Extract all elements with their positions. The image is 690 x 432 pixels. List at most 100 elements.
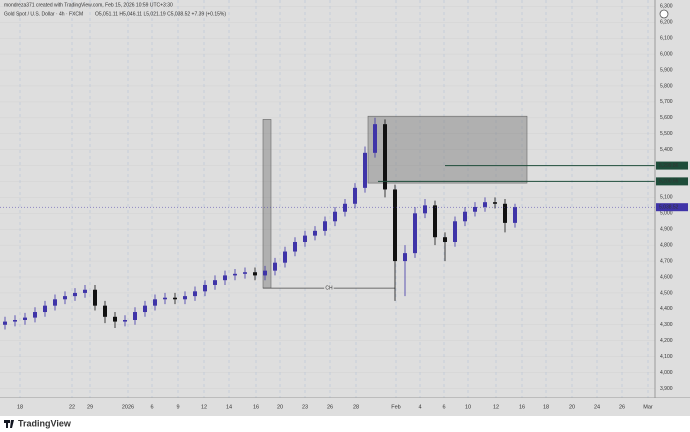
y-tick-label: 5,100 [660,195,673,201]
candle-body [323,221,327,231]
candle-body [123,319,127,322]
candle-body [43,305,47,313]
candle-body [413,213,417,254]
candle-body [163,297,167,300]
brand: TradingView [18,418,72,428]
y-tick-label: 4,800 [660,242,673,248]
y-tick-label: 4,500 [660,290,673,296]
y-tick-label: 5,700 [660,99,673,105]
candle-body [223,275,227,281]
annotation-label: CH [325,285,333,291]
candle-body [433,205,437,238]
logo [4,420,14,428]
candle-body [463,211,467,222]
y-tick-label: 3,900 [660,386,673,392]
candle-body [263,270,267,276]
axes: 3,900 4,000 4,100 4,200 4,300 4,400 4,500 4,600… [17,4,688,410]
candle-body [3,321,7,325]
y-tick-label: 4,400 [660,306,673,312]
candle-body [73,292,77,297]
x-tick-label: 12 [493,404,499,410]
last-price-tag [656,203,688,212]
candle-body [253,272,257,276]
candle-body [273,262,277,271]
y-tick-label: 4,200 [660,338,673,344]
x-tick-label: 14 [226,404,232,410]
y-tick-label: 5,500 [660,131,673,137]
level-label: 5,200.66 [659,179,679,185]
candle-body [23,317,27,320]
x-tick-label: 18 [543,404,549,410]
y-tick-label: 5,400 [660,147,673,153]
y-tick-label: 4,300 [660,322,673,328]
x-tick-label: 24 [594,404,600,410]
candle-body [13,319,17,322]
x-tick-label: 6 [442,404,445,410]
candle-body [283,251,287,263]
x-tick-label: Feb [391,404,400,410]
candle-body [233,273,237,276]
candle-body [103,305,107,317]
candle-body [513,207,517,223]
candle-body [143,305,147,313]
candle-body [53,299,57,306]
symbol: Gold Spot / U.S. Dollar · 4h · FXCM [4,11,83,17]
candle-body [473,206,477,212]
x-tick-label: 26 [327,404,333,410]
y-tick-label: 6,000 [660,51,673,57]
candle-body [213,280,217,285]
x-tick-label: 20 [277,404,283,410]
y-tick-label: 5,900 [660,67,673,73]
candle-body [33,312,37,318]
y-tick-label: 4,700 [660,258,673,264]
level-tag [656,177,688,186]
y-tick-label: 4,000 [660,370,673,376]
candle-body [63,296,67,300]
ohlc: O5,051.11 H5,046.11 L5,021.19 C5,038.52 … [95,11,226,17]
y-tick-label: 6,200 [660,20,673,26]
x-tick-label: 28 [353,404,359,410]
candle-body [313,230,317,236]
candle-body [203,284,207,292]
x-tick-label: 2026 [122,404,134,410]
candle-body [153,299,157,306]
candle-body [423,205,427,214]
x-tick-label: 4 [418,404,421,410]
footer [0,416,690,432]
x-tick-label: 23 [302,404,308,410]
candle-body [393,189,397,262]
candle-body [293,241,297,252]
x-tick-label: 29 [87,404,93,410]
candle-body [343,203,347,212]
level-tag [656,161,688,170]
y-tick-label: 5,600 [660,115,673,121]
candle-body [183,296,187,300]
y-tick-label: 4,100 [660,354,673,360]
x-tick-label: 10 [465,404,471,410]
grid [0,0,655,398]
candle-body [193,291,197,297]
y-tick-label: 5,000 [660,211,673,217]
x-tick-label: 12 [201,404,207,410]
candle-body [243,272,247,274]
price-axis [655,0,690,398]
x-tick-label: 26 [619,404,625,410]
x-tick-label: 6 [150,404,153,410]
x-tick-label: 22 [69,404,75,410]
settings-icon[interactable] [659,9,669,19]
last-price-label: 5,038.52 [659,205,679,211]
candle-body [503,203,507,223]
candle-body [333,211,337,222]
candle-body [173,297,177,300]
zone [262,119,272,289]
candle-body [383,124,387,190]
candle-body [353,187,357,204]
marks: CH [0,115,655,330]
candle-body [303,235,307,242]
zone [367,115,528,184]
credit: mondreza371 created with TradingView.com… [4,2,173,8]
x-tick-label: 16 [519,404,525,410]
candle-body [363,152,367,188]
